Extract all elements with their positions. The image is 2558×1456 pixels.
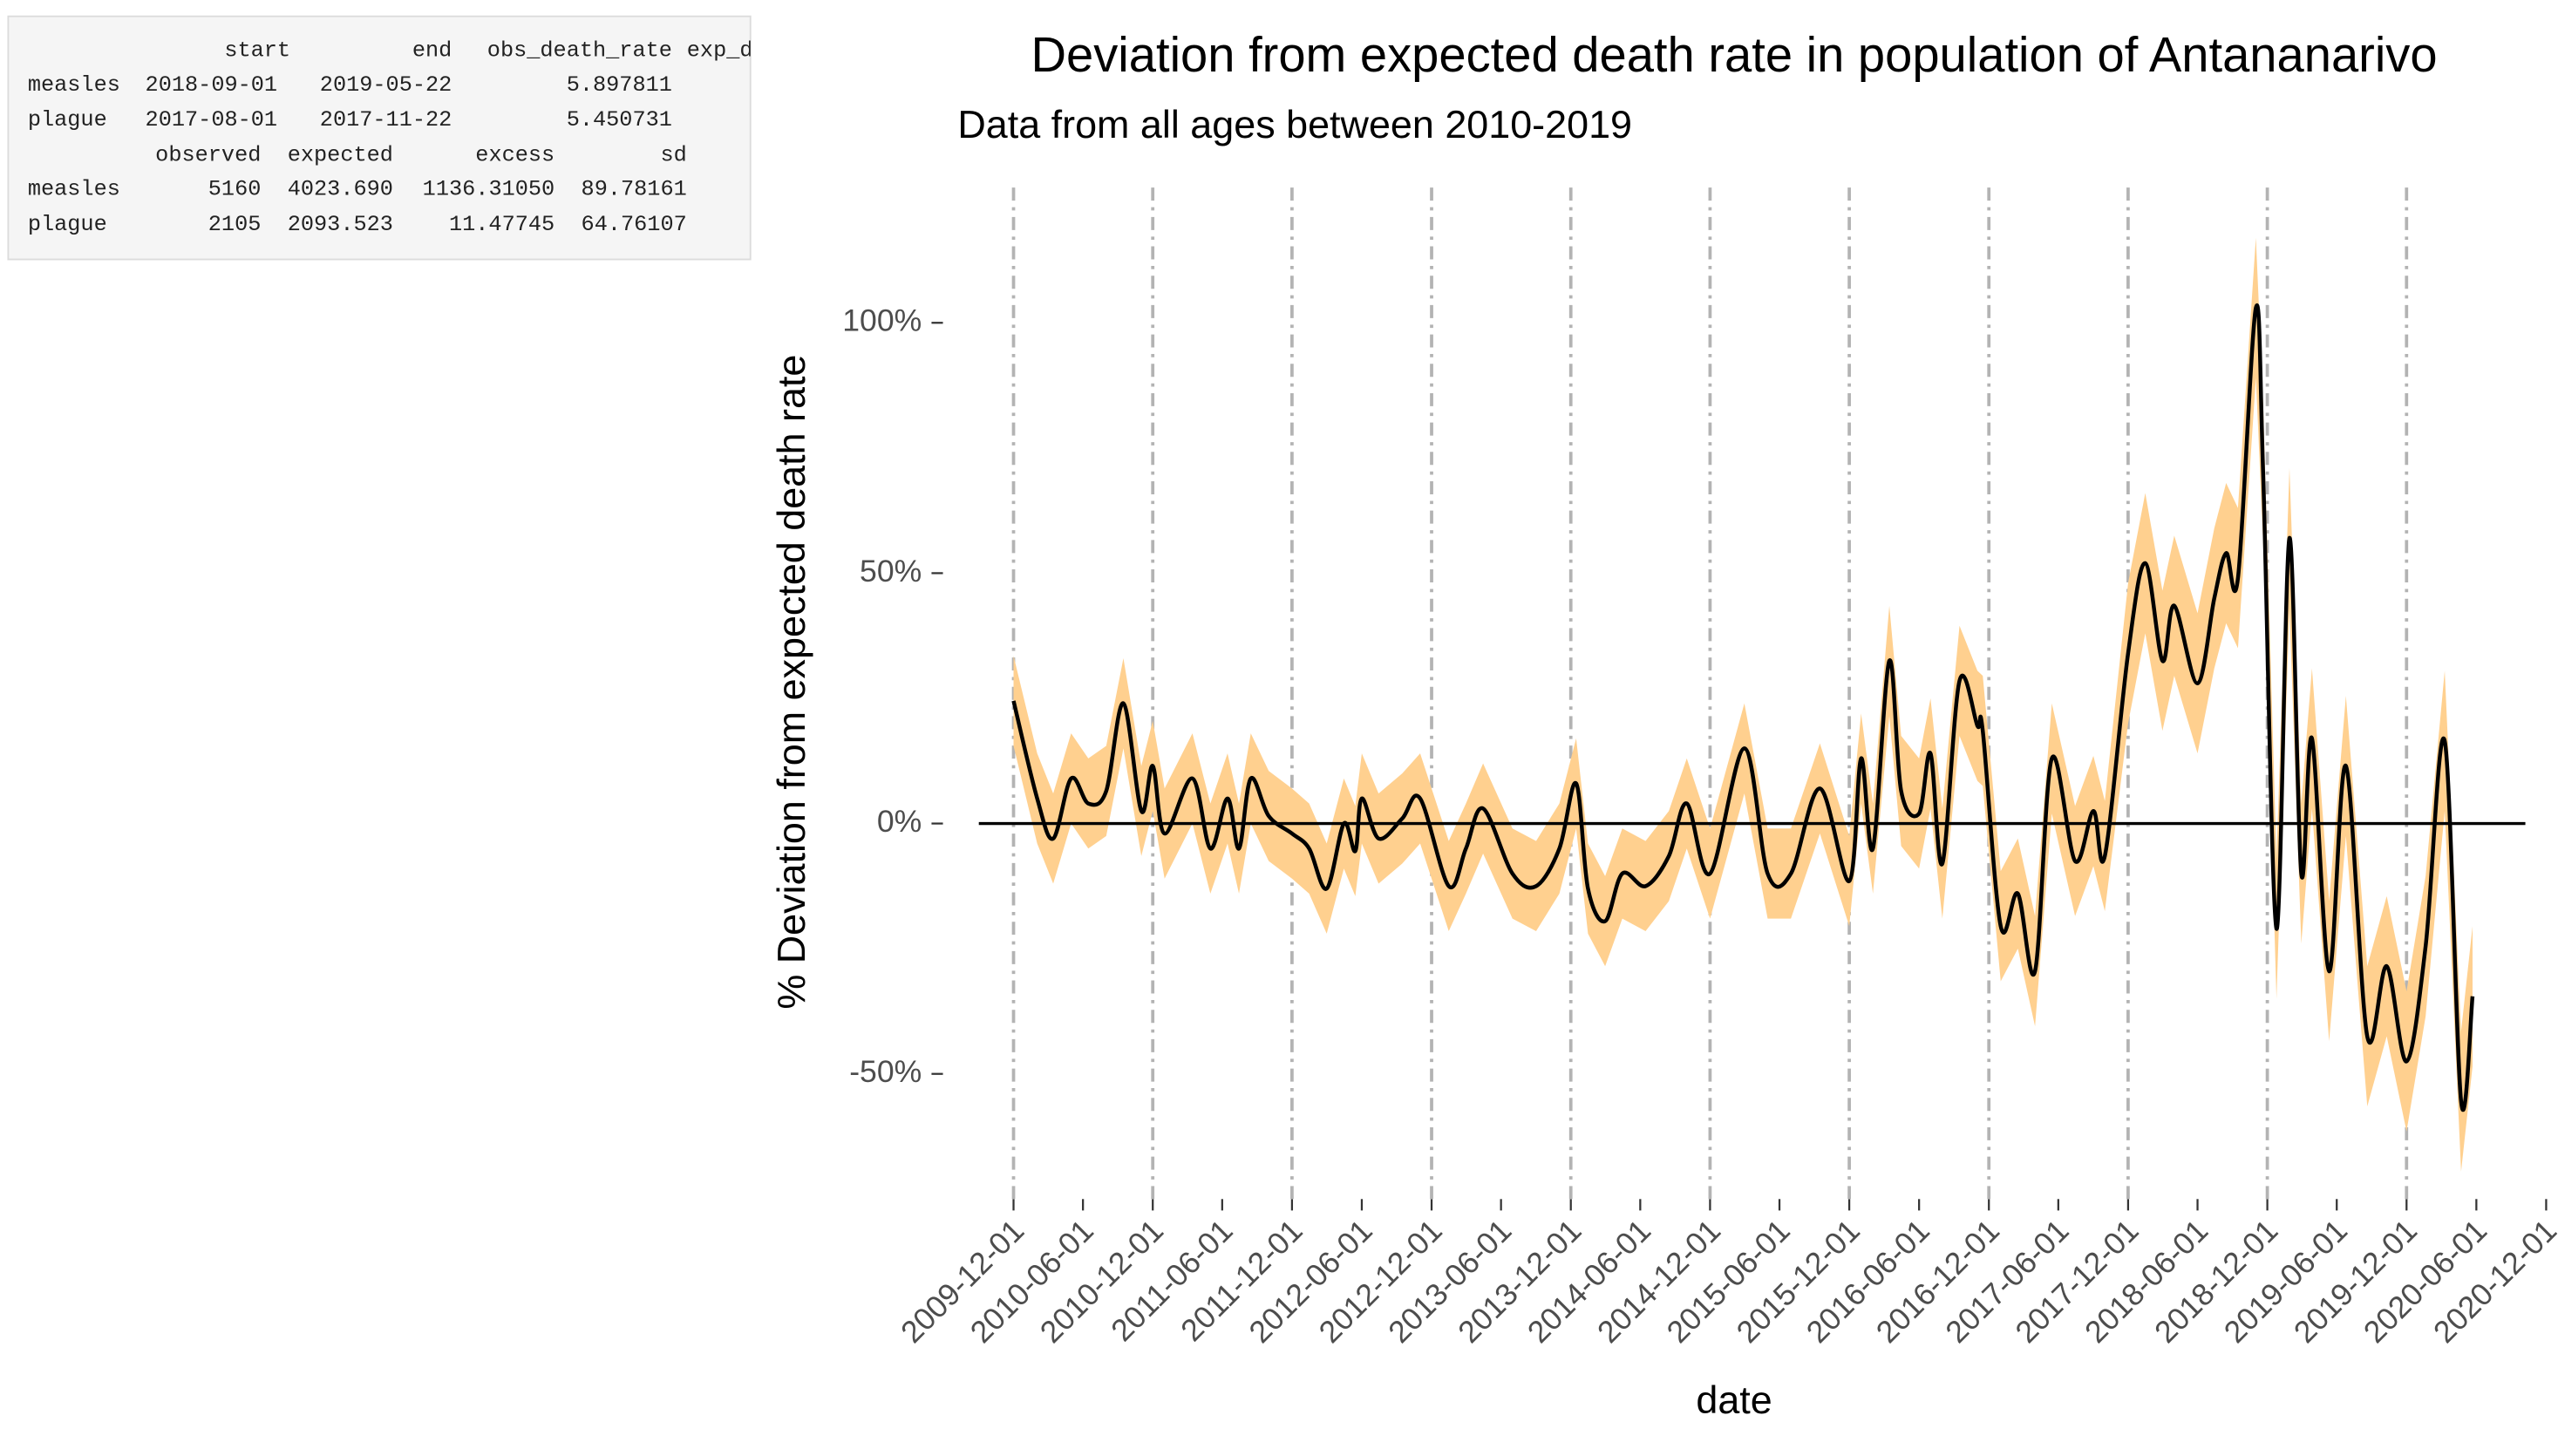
console-text: 2017-11-22 bbox=[320, 107, 452, 133]
console-text: observed bbox=[155, 142, 261, 167]
console-text: 11.47745 bbox=[449, 212, 554, 237]
console-text: 2019-05-22 bbox=[320, 72, 452, 98]
chart-subtitle: Data from all ages between 2010-2019 bbox=[957, 102, 1632, 146]
console-text: 89.78161 bbox=[582, 177, 687, 202]
console-text: 5160 bbox=[208, 177, 262, 202]
console-text: 1136.31050 bbox=[423, 177, 555, 202]
console-text: 5.897811 bbox=[567, 72, 672, 98]
deviation-line bbox=[1011, 303, 2475, 1112]
y-tick-label: 50% bbox=[860, 554, 922, 589]
confidence-band bbox=[1013, 237, 2473, 1172]
console-text: measles bbox=[28, 72, 120, 98]
console-text: start bbox=[224, 38, 290, 64]
console-text: expected bbox=[288, 142, 393, 167]
console-text: measles bbox=[28, 177, 120, 202]
console-text: plague bbox=[28, 212, 107, 237]
console-box bbox=[7, 15, 752, 261]
console-text: plague bbox=[28, 107, 107, 133]
console-text: 4023.690 bbox=[288, 177, 393, 202]
console-text: excess bbox=[475, 142, 554, 167]
console-text: 64.76107 bbox=[582, 212, 687, 237]
console-text: exp_d bbox=[687, 38, 753, 64]
console-text: 5.450731 bbox=[567, 107, 672, 133]
chart: Deviation from expected death rate in po… bbox=[769, 27, 2558, 1422]
y-tick-label: -50% bbox=[849, 1054, 922, 1089]
console-text: obs_death_rate bbox=[487, 38, 672, 64]
x-axis-title: date bbox=[1696, 1378, 1772, 1422]
chart-title: Deviation from expected death rate in po… bbox=[1031, 27, 2437, 82]
y-axis-title: % Deviation from expected death rate bbox=[769, 355, 813, 1010]
console-text: 2105 bbox=[208, 212, 262, 237]
console-text: 2018-09-01 bbox=[146, 72, 278, 98]
console-text: 2093.523 bbox=[288, 212, 393, 237]
console-text: 2017-08-01 bbox=[146, 107, 278, 133]
console-text: sd bbox=[660, 142, 686, 167]
console-text: end bbox=[412, 38, 452, 64]
y-tick-label: 0% bbox=[877, 804, 922, 839]
y-tick-label: 100% bbox=[842, 303, 922, 338]
